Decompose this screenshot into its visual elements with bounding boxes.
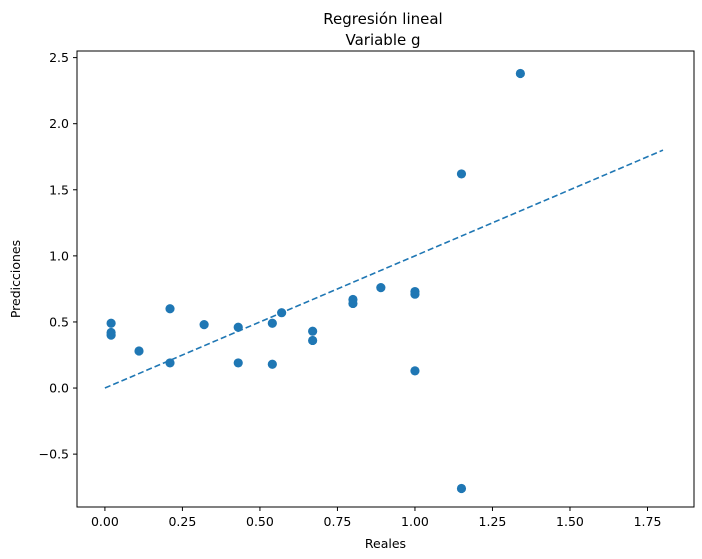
- data-point: [165, 304, 175, 314]
- data-point: [106, 318, 116, 328]
- y-tick-label: 0.5: [49, 314, 69, 329]
- data-point: [515, 68, 525, 79]
- data-point: [308, 326, 318, 336]
- y-axis-label: Predicciones: [8, 240, 23, 318]
- x-axis-label: Reales: [365, 536, 406, 551]
- data-point: [199, 320, 209, 330]
- data-point: [308, 335, 318, 346]
- y-axis: −0.5 0.0 0.5 1.0 1.5 2.0 2.5: [39, 50, 77, 462]
- y-tick-label: 1.0: [49, 248, 69, 263]
- data-point: [267, 318, 277, 328]
- y-tick-label: 2.5: [49, 50, 69, 65]
- data-point: [410, 366, 420, 376]
- data-point: [376, 282, 386, 293]
- x-tick-label: 1.75: [634, 514, 662, 529]
- data-point: [134, 346, 144, 356]
- y-tick-label: −0.5: [39, 447, 69, 462]
- x-tick-label: 0.00: [91, 514, 119, 529]
- chart-title: Regresión lineal: [323, 10, 442, 28]
- data-point: [410, 289, 420, 299]
- x-axis: 0.00 0.25 0.50 0.75 1.00 1.25 1.50 1.75: [91, 507, 661, 529]
- axes-frame: [76, 50, 695, 508]
- data-point: [456, 169, 467, 179]
- x-tick-label: 0.75: [324, 514, 352, 529]
- data-point: [106, 330, 116, 340]
- chart-subtitle: Variable g: [345, 31, 420, 49]
- identity-line: [104, 149, 664, 389]
- y-tick-label: 2.0: [49, 116, 69, 131]
- y-tick-label: 0.0: [49, 381, 69, 396]
- plot-area: [104, 68, 664, 494]
- data-point: [348, 298, 358, 309]
- data-point: [233, 358, 243, 368]
- x-tick-label: 0.50: [246, 514, 274, 529]
- data-point: [456, 483, 467, 494]
- x-tick-label: 0.25: [168, 514, 196, 529]
- x-tick-label: 1.00: [401, 514, 429, 529]
- x-tick-label: 1.25: [479, 514, 507, 529]
- x-tick-label: 1.50: [556, 514, 584, 529]
- y-tick-label: 1.5: [49, 182, 69, 197]
- data-point: [267, 359, 277, 369]
